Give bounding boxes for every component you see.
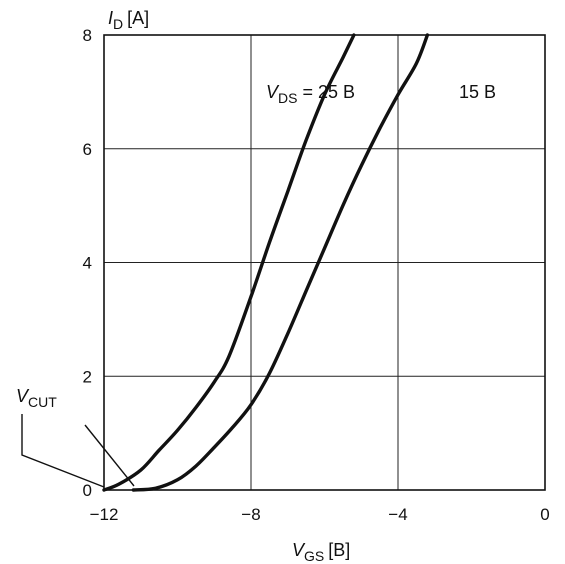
series-line-vds-15 xyxy=(131,33,430,492)
plot-frame xyxy=(103,34,546,491)
x-tick-label: −8 xyxy=(241,505,260,524)
vcut-bracket-line xyxy=(21,414,105,488)
chart-series xyxy=(102,33,430,492)
series-label-15: 15 B xyxy=(459,82,496,102)
y-tick-label: 4 xyxy=(83,254,92,273)
x-tick-label: −4 xyxy=(388,505,407,524)
x-tick-label: 0 xyxy=(540,505,549,524)
axis-ticks: −12 −8 −4 0 0 2 4 6 8 xyxy=(83,26,550,524)
chart-grid xyxy=(104,35,545,490)
y-tick-label: 8 xyxy=(83,26,92,45)
y-tick-label: 2 xyxy=(83,367,92,386)
y-tick-label: 0 xyxy=(83,481,92,500)
vcut-leader-line xyxy=(84,424,135,487)
vcut-annotation-label: VCUT xyxy=(16,386,57,410)
series-line-vds-25 xyxy=(102,33,356,492)
y-tick-label: 6 xyxy=(83,140,92,159)
y-axis-label: ID [A] xyxy=(108,8,149,32)
series-label-vds-25: VDS = 25 B xyxy=(266,82,355,106)
x-axis-label: VGS [B] xyxy=(292,540,350,564)
x-tick-label: −12 xyxy=(90,505,119,524)
